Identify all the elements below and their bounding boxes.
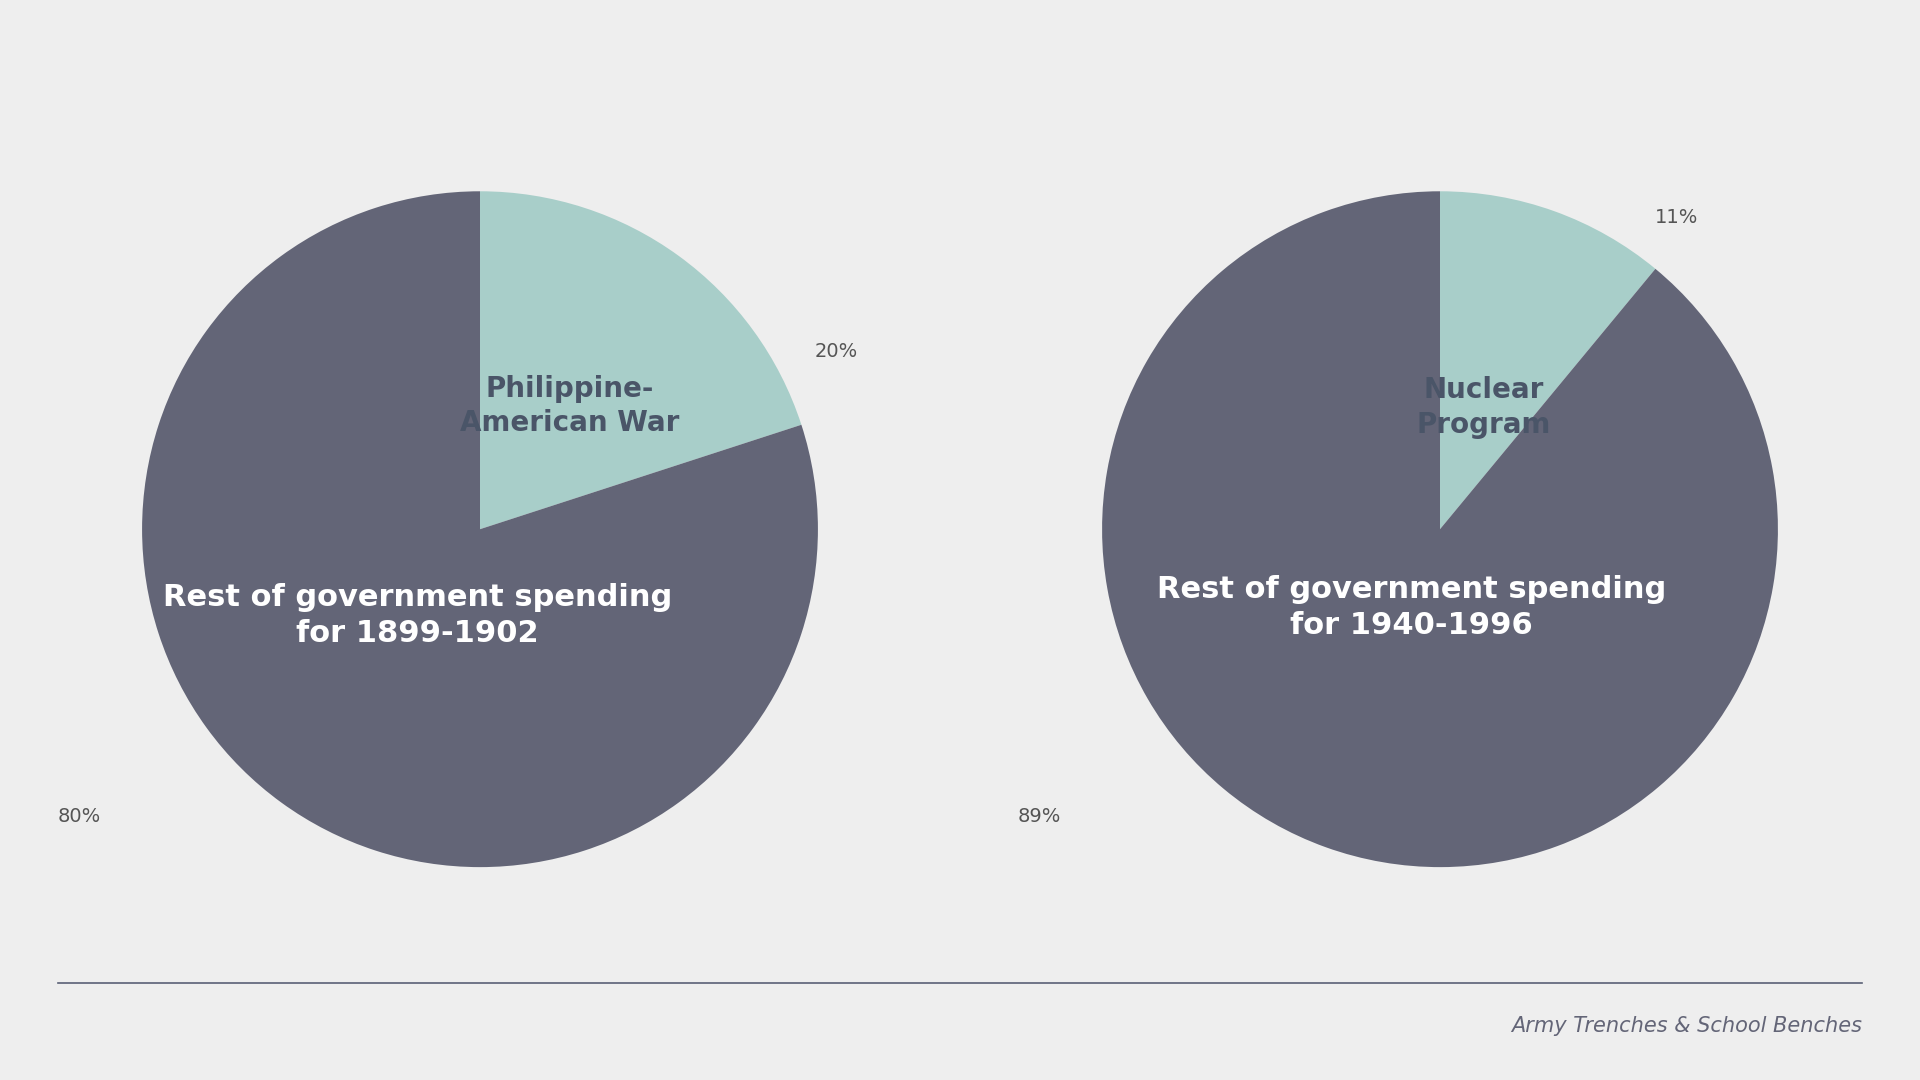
Wedge shape bbox=[142, 191, 818, 867]
Text: 20%: 20% bbox=[814, 342, 858, 361]
Text: 89%: 89% bbox=[1018, 807, 1062, 826]
Text: Army Trenches & School Benches: Army Trenches & School Benches bbox=[1511, 1016, 1862, 1036]
Text: Rest of government spending
for 1940-1996: Rest of government spending for 1940-199… bbox=[1158, 576, 1667, 640]
Text: Rest of government spending
for 1899-1902: Rest of government spending for 1899-190… bbox=[163, 583, 672, 648]
Wedge shape bbox=[480, 191, 801, 529]
Text: 11%: 11% bbox=[1655, 208, 1699, 227]
Text: Philippine-
American War: Philippine- American War bbox=[459, 375, 680, 437]
Wedge shape bbox=[1102, 191, 1778, 867]
Wedge shape bbox=[1440, 191, 1655, 529]
Text: 80%: 80% bbox=[58, 807, 102, 826]
Text: Nuclear
Program: Nuclear Program bbox=[1417, 376, 1551, 438]
